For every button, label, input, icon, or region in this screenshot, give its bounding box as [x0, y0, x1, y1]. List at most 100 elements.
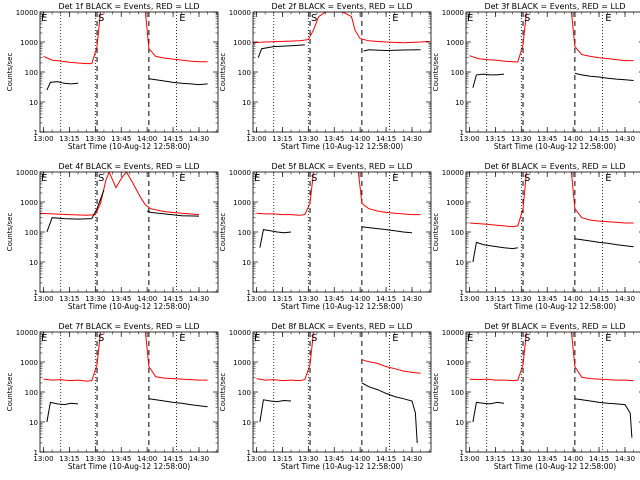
y-tick-label: 10000 — [442, 329, 464, 337]
y-tick-label: 10000 — [16, 9, 38, 17]
y-tick-label: 1 — [247, 449, 251, 457]
x-tick-label: 13:15 — [272, 455, 292, 463]
x-axis-label: Start Time (10-Aug-12 12:58:00) — [68, 142, 190, 151]
x-tick-label: 14:00 — [350, 455, 370, 463]
x-tick-label: 13:45 — [111, 295, 131, 303]
y-tick-label: 1000 — [20, 359, 38, 367]
events-line-2 — [146, 210, 200, 217]
plot-frame — [39, 171, 219, 293]
y-axis-label: Counts/sec — [6, 373, 14, 412]
x-tick-label: 14:30 — [189, 135, 209, 143]
x-tick-label: 13:45 — [111, 135, 131, 143]
x-tick-label: 13:45 — [324, 295, 344, 303]
lld-line-2 — [570, 172, 634, 224]
y-tick-label: 100 — [238, 389, 251, 397]
x-axis-label: Start Time (10-Aug-12 12:58:00) — [68, 462, 190, 471]
x-tick-label: 14:30 — [189, 295, 209, 303]
x-tick-label: 14:00 — [350, 295, 370, 303]
plot-frame — [252, 331, 432, 453]
x-tick-label: 13:15 — [59, 455, 79, 463]
y-tick-label: 1000 — [446, 199, 464, 207]
marker-e-1: E — [467, 13, 473, 24]
x-tick-label: 13:30 — [85, 455, 105, 463]
events-line-2 — [574, 72, 634, 81]
marker-s-2: S — [524, 13, 530, 24]
y-tick-label: 1 — [34, 289, 38, 297]
y-tick-label: 10000 — [16, 329, 38, 337]
y-tick-label: 10000 — [229, 169, 251, 177]
x-tick-label: 13:15 — [59, 295, 79, 303]
marker-e-3: E — [605, 333, 611, 344]
y-tick-label: 1000 — [446, 359, 464, 367]
chart-title: Det 8f BLACK = Events, RED = LLD — [271, 322, 412, 331]
y-tick-label: 10000 — [16, 169, 38, 177]
x-tick-label: 14:30 — [615, 295, 635, 303]
marker-e-3: E — [605, 13, 611, 24]
x-tick-label: 13:30 — [85, 135, 105, 143]
x-tick-label: 14:15 — [589, 295, 609, 303]
series-group — [469, 12, 634, 88]
x-axis-label: Start Time (10-Aug-12 12:58:00) — [68, 302, 190, 311]
marker-s-2: S — [98, 173, 104, 184]
x-tick-label: 14:30 — [402, 455, 422, 463]
chart-title: Det 6f BLACK = Events, RED = LLD — [484, 162, 625, 171]
plot-frame — [465, 171, 640, 293]
x-tick-label: 13:30 — [85, 295, 105, 303]
series-group — [40, 172, 200, 233]
chart-panel-4: Det 4f BLACK = Events, RED = LLD E S E 1 10 10… — [6, 162, 219, 311]
y-tick-label: 10000 — [229, 9, 251, 17]
x-tick-label: 14:15 — [376, 135, 396, 143]
chart-title: Det 5f BLACK = Events, RED = LLD — [271, 162, 412, 171]
x-tick-label: 14:15 — [163, 135, 183, 143]
y-tick-label: 1000 — [20, 199, 38, 207]
marker-s-2: S — [524, 333, 530, 344]
y-tick-label: 1 — [34, 449, 38, 457]
x-tick-label: 14:15 — [376, 295, 396, 303]
chart-panel-2: Det 2f BLACK = Events, RED = LLD S E 1 10 100… — [219, 2, 432, 151]
x-tick-label: 13:45 — [537, 295, 557, 303]
chart-title: Det 7f BLACK = Events, RED = LLD — [58, 322, 199, 331]
y-tick-label: 10000 — [442, 169, 464, 177]
x-tick-label: 14:00 — [350, 135, 370, 143]
x-axis-label: Start Time (10-Aug-12 12:58:00) — [281, 462, 403, 471]
x-tick-label: 13:30 — [298, 455, 318, 463]
x-tick-label: 14:00 — [137, 455, 157, 463]
y-tick-label: 100 — [451, 389, 464, 397]
lld-line-1 — [469, 12, 527, 63]
x-tick-label: 14:15 — [163, 295, 183, 303]
x-tick-label: 13:15 — [272, 295, 292, 303]
series-group — [43, 332, 208, 423]
events-line-1 — [472, 401, 505, 423]
y-tick-label: 10 — [29, 259, 38, 267]
x-tick-label: 14:15 — [589, 135, 609, 143]
x-axis-label: Start Time (10-Aug-12 12:58:00) — [494, 302, 616, 311]
x-tick-label: 14:15 — [589, 455, 609, 463]
x-tick-label: 14:30 — [615, 135, 635, 143]
plot-frame — [39, 331, 219, 453]
y-tick-label: 10 — [242, 99, 251, 107]
lld-line-2 — [144, 12, 208, 63]
chart-panel-5: Det 5f BLACK = Events, RED = LLD E S E 1 10 10… — [219, 162, 432, 311]
marker-e-1: E — [467, 333, 473, 344]
lld-line-1 — [469, 332, 527, 382]
x-tick-label: 13:15 — [272, 135, 292, 143]
lld-line-1 — [43, 332, 101, 382]
marker-e-3: E — [392, 173, 398, 184]
events-line-2 — [148, 78, 208, 86]
marker-e-2: E — [605, 173, 611, 184]
events-line-1 — [259, 399, 292, 423]
y-tick-label: 1000 — [20, 39, 38, 47]
y-axis-label: Counts/sec — [219, 213, 227, 252]
marker-e-3: E — [179, 13, 185, 24]
x-tick-label: 13:30 — [298, 295, 318, 303]
x-tick-label: 14:30 — [189, 455, 209, 463]
events-line-1 — [259, 229, 292, 248]
y-tick-label: 10 — [242, 419, 251, 427]
chart-title: Det 2f BLACK = Events, RED = LLD — [271, 2, 412, 11]
marker-e-1: E — [254, 333, 260, 344]
y-tick-label: 1 — [460, 129, 464, 137]
events-line-2 — [148, 398, 208, 408]
x-tick-label: 14:00 — [563, 295, 583, 303]
y-tick-label: 10 — [29, 99, 38, 107]
chart-panel-1: Det 1f BLACK = Events, RED = LLD E S E 1 10 10… — [6, 2, 219, 151]
